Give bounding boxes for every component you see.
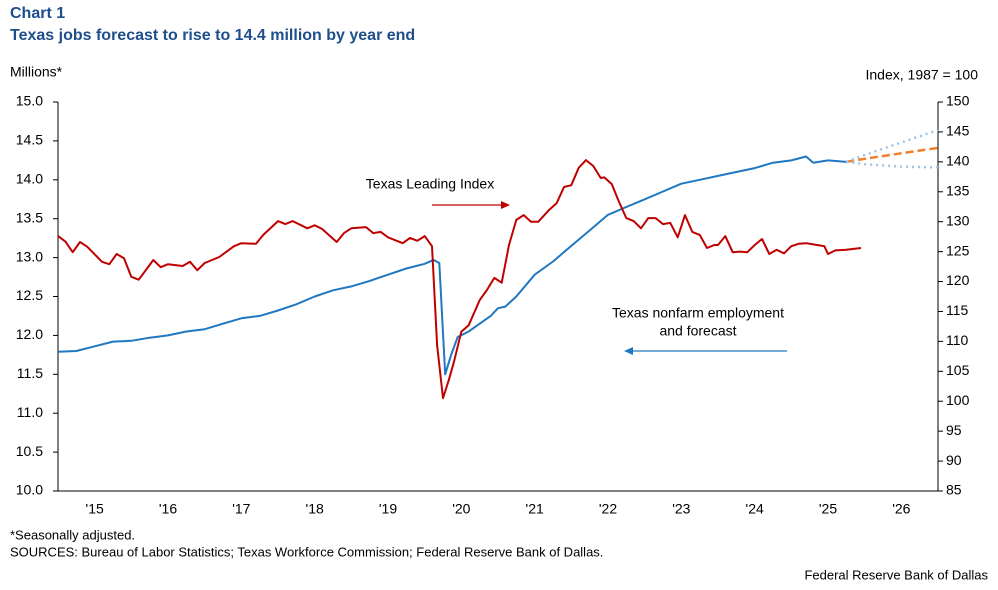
y-tick-label: 11.5 xyxy=(17,365,43,381)
x-tick-label: '22 xyxy=(599,501,617,517)
series-label: and forecast xyxy=(659,323,736,339)
arrow-leading xyxy=(432,201,510,209)
series-label: Texas Leading Index xyxy=(366,176,494,192)
y-tick-label: 10.5 xyxy=(16,443,43,459)
y2-tick-label: 125 xyxy=(946,242,970,258)
x-tick-label: '26 xyxy=(892,501,910,517)
x-tick-label: '20 xyxy=(452,501,470,517)
credit: Federal Reserve Bank of Dallas xyxy=(804,567,988,582)
y2-tick-label: 140 xyxy=(946,153,970,169)
series-line xyxy=(846,160,939,169)
y2-tick-label: 150 xyxy=(946,93,970,109)
series-line xyxy=(845,128,939,164)
y-tick-label: 12.0 xyxy=(16,326,43,342)
chart-label: Chart 1 xyxy=(10,5,65,22)
series-line xyxy=(846,146,939,164)
x-tick-label: '16 xyxy=(159,501,177,517)
sources: SOURCES: Bureau of Labor Statistics; Tex… xyxy=(10,544,603,559)
y2-tick-label: 130 xyxy=(946,212,970,228)
x-tick-label: '15 xyxy=(86,501,104,517)
series-label: Texas nonfarm employment xyxy=(612,305,784,321)
y-axis-label: Millions* xyxy=(10,64,63,80)
x-tick-label: '21 xyxy=(526,501,544,517)
series-line xyxy=(57,159,862,400)
y2-tick-label: 95 xyxy=(946,422,962,438)
x-tick-label: '18 xyxy=(306,501,324,517)
y-tick-label: 14.0 xyxy=(16,171,43,187)
x-tick-label: '23 xyxy=(672,501,690,517)
y-tick-label: 11.0 xyxy=(17,404,43,420)
y-tick-label: 15.0 xyxy=(16,93,43,109)
y2-tick-label: 90 xyxy=(946,452,962,468)
y2-axis-label: Index, 1987 = 100 xyxy=(866,67,979,83)
y-tick-label: 10.0 xyxy=(16,482,43,498)
y-tick-label: 12.5 xyxy=(16,287,43,303)
y2-tick-label: 85 xyxy=(946,482,962,498)
y2-tick-label: 135 xyxy=(946,182,970,198)
y-tick-label: 14.5 xyxy=(16,132,43,148)
y2-tick-label: 115 xyxy=(946,302,969,318)
x-tick-label: '24 xyxy=(746,501,764,517)
x-tick-label: '25 xyxy=(819,501,837,517)
y-tick-label: 13.5 xyxy=(16,209,43,225)
series-line xyxy=(57,155,847,376)
arrow-employment xyxy=(624,347,787,355)
y2-tick-label: 145 xyxy=(946,123,970,139)
y2-tick-label: 120 xyxy=(946,272,970,288)
y-tick-label: 13.0 xyxy=(16,248,43,264)
y2-tick-label: 100 xyxy=(946,392,970,408)
x-tick-label: '19 xyxy=(379,501,397,517)
x-tick-label: '17 xyxy=(232,501,250,517)
chart-title: Texas jobs forecast to rise to 14.4 mill… xyxy=(10,27,415,44)
y2-tick-label: 110 xyxy=(946,332,969,348)
y2-tick-label: 105 xyxy=(946,362,970,378)
footnote: *Seasonally adjusted. xyxy=(10,527,135,542)
